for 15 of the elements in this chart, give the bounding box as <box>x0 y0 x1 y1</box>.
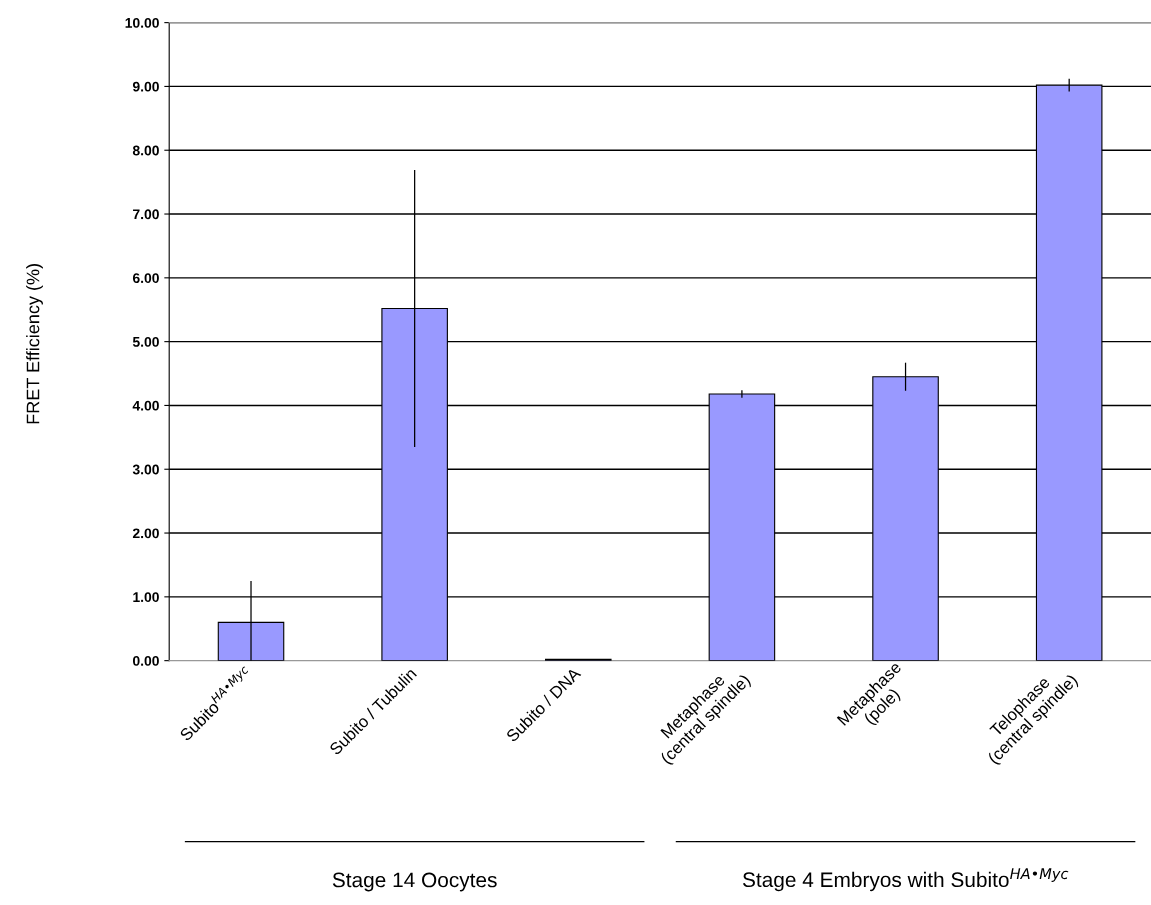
y-tick-label: 7.00 <box>133 209 159 220</box>
y-tick-label: 1.00 <box>133 592 159 603</box>
x-tick-label: Subito$^{HA•Myc}$ <box>176 664 254 742</box>
y-tick-label: 3.00 <box>132 464 159 475</box>
y-tick-label: 9.00 <box>132 81 159 92</box>
y-tick-label: 10.00 <box>125 17 159 28</box>
text: Stage 14 Oocytes <box>332 872 497 892</box>
y-tick-label: 0.00 <box>132 655 159 666</box>
text: Stage 4 Embryos with Subito$^{HA•Myc}$ <box>742 868 1069 892</box>
y-tick-label: 4.00 <box>132 400 159 411</box>
y-tick-label: 5.00 <box>132 336 159 347</box>
y-tick-label: 6.00 <box>132 273 159 283</box>
y-tick-label: 8.00 <box>132 145 159 156</box>
y-tick-label: 2.00 <box>132 528 159 539</box>
y-axis-title: FRET Efficiency (%) <box>26 264 43 424</box>
